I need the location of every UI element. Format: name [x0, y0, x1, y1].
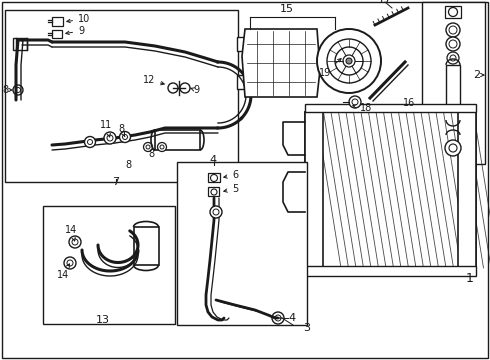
Circle shape: [450, 55, 456, 61]
Circle shape: [84, 136, 96, 148]
Circle shape: [448, 8, 458, 17]
Circle shape: [107, 135, 113, 141]
Bar: [305, 112, 476, 268]
Circle shape: [122, 135, 127, 139]
Text: 8: 8: [2, 85, 12, 95]
Circle shape: [72, 239, 78, 245]
Bar: [305, 112, 323, 268]
Circle shape: [211, 189, 217, 195]
Circle shape: [67, 260, 73, 266]
Bar: [134, 227, 159, 265]
Circle shape: [16, 87, 21, 93]
Circle shape: [69, 236, 81, 248]
Circle shape: [449, 40, 457, 48]
Text: 11: 11: [100, 120, 112, 137]
Circle shape: [210, 206, 222, 218]
Bar: [458, 112, 476, 268]
Circle shape: [449, 144, 457, 152]
Text: 9: 9: [66, 26, 84, 36]
Bar: [237, 37, 247, 51]
Circle shape: [446, 23, 460, 37]
Text: 17: 17: [378, 0, 392, 5]
Circle shape: [13, 85, 23, 95]
Bar: [43, 206, 175, 324]
Circle shape: [335, 47, 363, 75]
Bar: [52, 17, 63, 26]
Circle shape: [346, 58, 352, 64]
Bar: [305, 266, 476, 276]
Text: 18: 18: [353, 103, 372, 113]
Text: 13: 13: [96, 315, 110, 325]
Circle shape: [447, 52, 459, 64]
Bar: [422, 2, 485, 164]
Circle shape: [275, 315, 281, 321]
Circle shape: [211, 175, 218, 181]
Bar: [5, 10, 238, 182]
Text: 1: 1: [466, 271, 474, 284]
Bar: [237, 75, 247, 89]
Text: 8: 8: [118, 124, 125, 137]
Text: 6: 6: [224, 170, 238, 180]
Text: 16: 16: [403, 98, 415, 108]
Bar: [155, 130, 200, 150]
Circle shape: [349, 96, 361, 108]
Text: 8: 8: [125, 160, 131, 170]
Text: 12: 12: [143, 75, 164, 85]
Circle shape: [446, 37, 460, 51]
Circle shape: [64, 257, 76, 269]
Text: 4: 4: [288, 313, 295, 323]
Circle shape: [88, 139, 93, 144]
Polygon shape: [242, 29, 320, 97]
Text: 8: 8: [148, 149, 154, 159]
Bar: [305, 104, 476, 112]
Circle shape: [104, 132, 116, 144]
Circle shape: [352, 99, 358, 105]
Circle shape: [449, 26, 457, 34]
Text: 10: 10: [67, 14, 90, 24]
Bar: [208, 173, 220, 182]
Text: 9: 9: [190, 85, 199, 95]
Bar: [446, 121, 460, 135]
Circle shape: [317, 29, 381, 93]
Text: 2: 2: [473, 70, 484, 80]
Circle shape: [168, 83, 178, 93]
Text: 15: 15: [280, 4, 294, 14]
Circle shape: [343, 55, 355, 67]
Bar: [445, 6, 461, 18]
Circle shape: [146, 145, 150, 149]
Bar: [446, 65, 460, 120]
Text: 3: 3: [303, 323, 310, 333]
Circle shape: [160, 145, 164, 149]
Text: 5: 5: [224, 184, 238, 194]
Text: 19: 19: [319, 59, 341, 78]
Bar: [177, 162, 307, 325]
Text: 7: 7: [112, 177, 120, 187]
Text: 14: 14: [57, 264, 70, 280]
Bar: [208, 187, 219, 196]
Circle shape: [120, 131, 130, 143]
Circle shape: [144, 143, 152, 152]
Circle shape: [272, 312, 284, 324]
Circle shape: [327, 39, 371, 83]
Text: 4: 4: [209, 155, 216, 165]
Circle shape: [180, 83, 190, 93]
Bar: [13, 38, 27, 50]
Circle shape: [213, 209, 219, 215]
Text: 14: 14: [65, 225, 77, 241]
Circle shape: [157, 143, 167, 152]
Bar: [52, 30, 62, 38]
Circle shape: [445, 140, 461, 156]
